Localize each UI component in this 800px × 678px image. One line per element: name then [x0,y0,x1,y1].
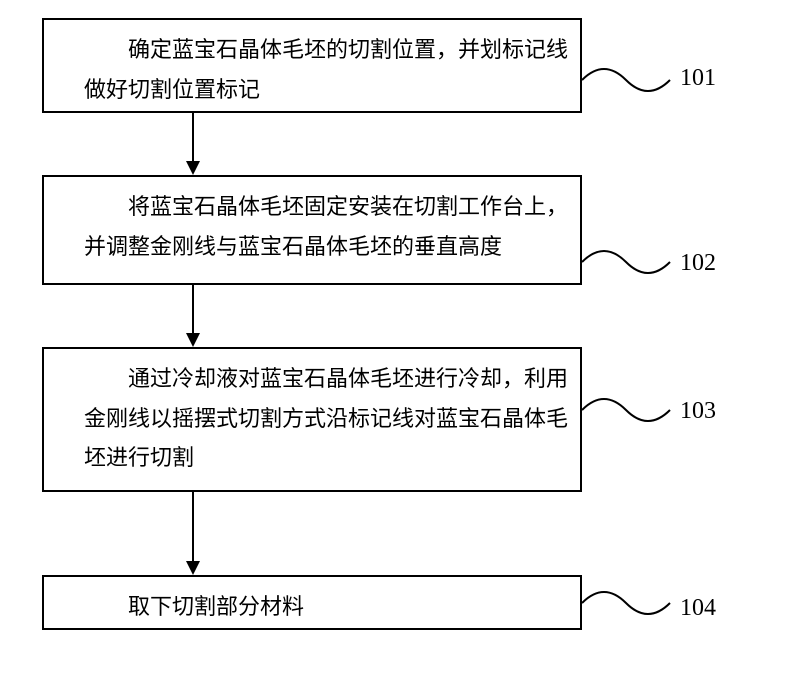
step-label-1: 101 [680,65,716,92]
squiggle-2 [582,244,677,280]
arrow-3-4 [183,492,203,575]
step-label-4: 104 [680,595,716,622]
squiggle-1 [582,62,677,98]
step-text-4: 取下切割部分材料 [84,587,570,627]
step-box-2: 将蓝宝石晶体毛坯固定安装在切割工作台上，并调整金刚线与蓝宝石晶体毛坯的垂直高度 [42,175,582,285]
step-box-3: 通过冷却液对蓝宝石晶体毛坯进行冷却，利用金刚线以摇摆式切割方式沿标记线对蓝宝石晶… [42,347,582,492]
step-box-4: 取下切割部分材料 [42,575,582,630]
step-label-2: 102 [680,250,716,277]
step-box-1: 确定蓝宝石晶体毛坯的切割位置，并划标记线做好切割位置标记 [42,18,582,113]
step-text-1: 确定蓝宝石晶体毛坯的切割位置，并划标记线做好切割位置标记 [84,30,570,109]
arrow-1-2 [183,113,203,175]
arrow-2-3 [183,285,203,347]
flowchart-container: 确定蓝宝石晶体毛坯的切割位置，并划标记线做好切割位置标记 101 将蓝宝石晶体毛… [0,0,800,678]
step-label-3: 103 [680,398,716,425]
step-text-3: 通过冷却液对蓝宝石晶体毛坯进行冷却，利用金刚线以摇摆式切割方式沿标记线对蓝宝石晶… [84,359,570,478]
squiggle-3 [582,392,677,428]
step-text-2: 将蓝宝石晶体毛坯固定安装在切割工作台上，并调整金刚线与蓝宝石晶体毛坯的垂直高度 [84,187,570,266]
squiggle-4 [582,585,677,621]
